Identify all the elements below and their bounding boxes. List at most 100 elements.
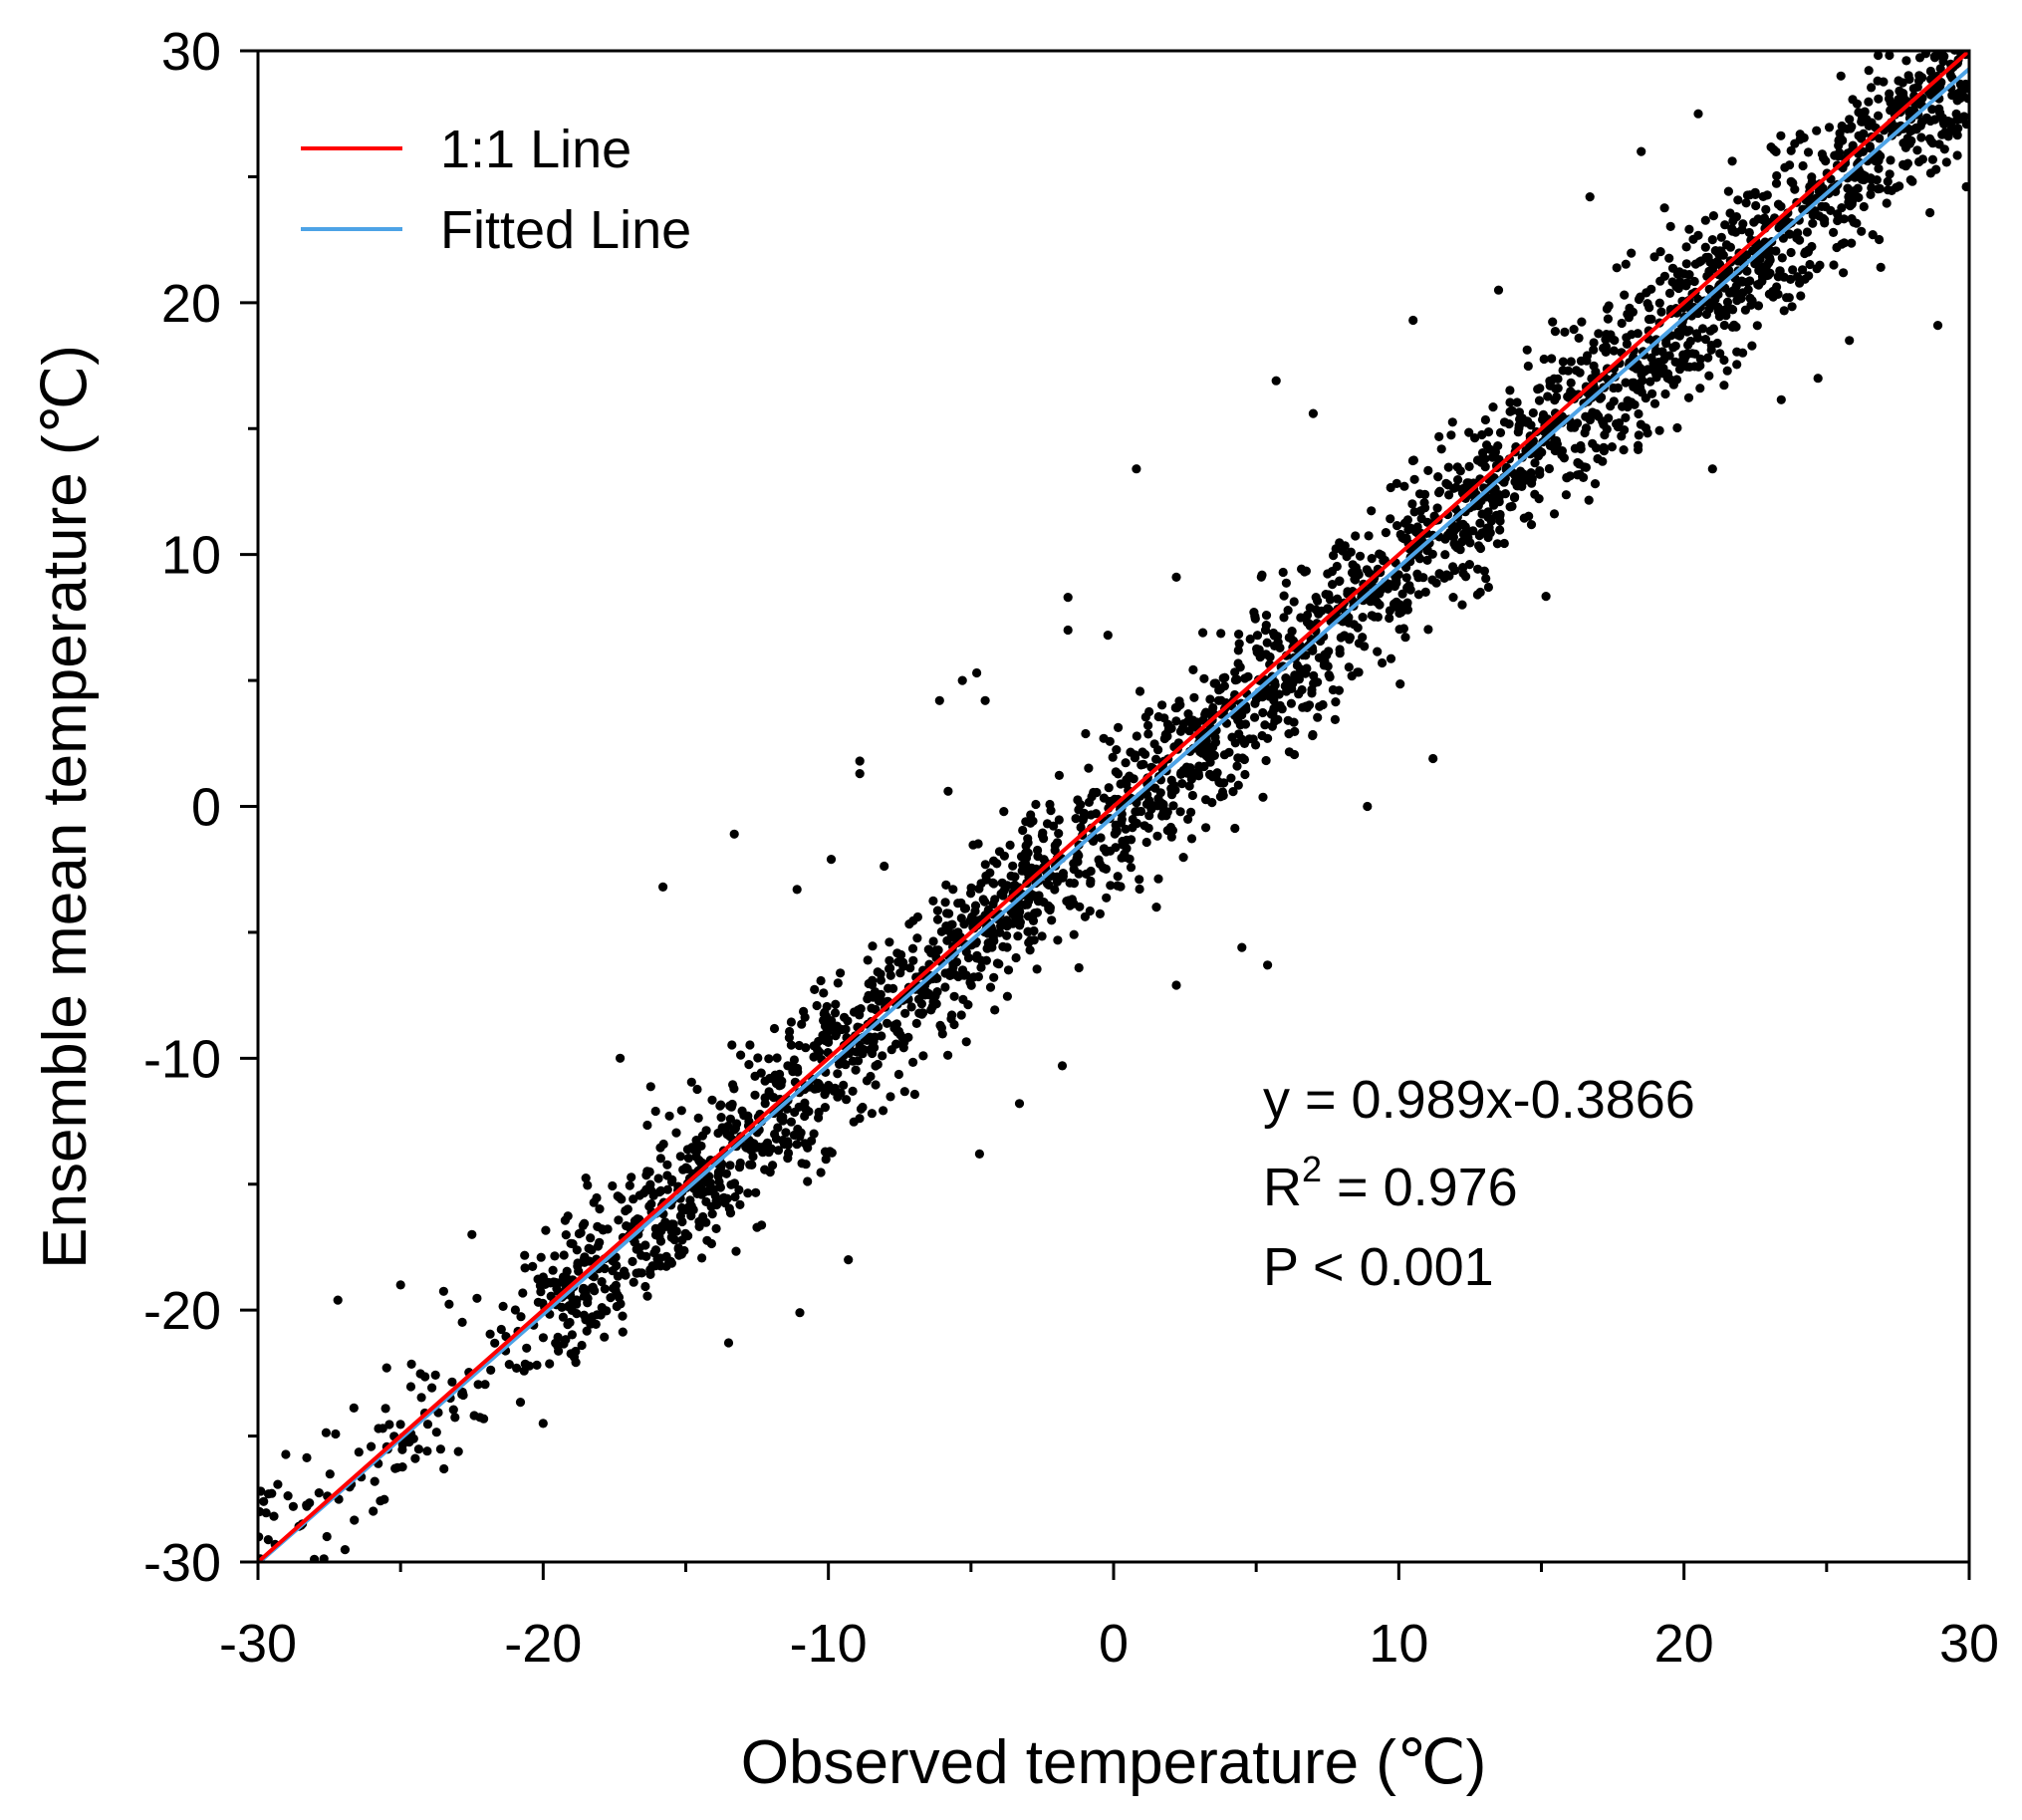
data-point (1912, 145, 1922, 155)
data-point (752, 1222, 762, 1232)
data-point (1002, 930, 1012, 940)
data-point (1935, 108, 1945, 118)
data-point-outlier (467, 1229, 477, 1239)
data-point (1507, 501, 1517, 511)
data-point (989, 972, 999, 982)
data-point (588, 1312, 598, 1322)
data-point (883, 1018, 892, 1028)
data-point (918, 1051, 928, 1061)
data-point (1034, 891, 1044, 901)
data-point (841, 1024, 851, 1034)
data-point (1351, 531, 1361, 541)
data-point (1526, 520, 1537, 530)
data-point (1233, 780, 1243, 790)
data-point (753, 1053, 763, 1063)
data-point (1683, 340, 1693, 350)
data-point (1443, 530, 1453, 540)
data-point (486, 1365, 496, 1375)
data-point (824, 1037, 834, 1047)
data-point-outlier (972, 667, 982, 678)
data-point (1720, 305, 1730, 315)
data-point (1138, 759, 1148, 769)
data-point (1577, 317, 1587, 327)
data-point (435, 1444, 445, 1454)
data-point (831, 999, 841, 1009)
data-point (940, 982, 950, 992)
data-point (1561, 490, 1571, 500)
data-point (768, 1161, 778, 1170)
data-point (1084, 797, 1094, 808)
data-point (1002, 991, 1013, 1001)
data-point (1618, 401, 1628, 411)
data-point (927, 1002, 937, 1012)
data-point (1219, 778, 1229, 788)
data-point (1638, 376, 1647, 386)
data-point (1433, 472, 1443, 482)
data-point (580, 1287, 590, 1297)
data-point (1622, 339, 1632, 349)
data-point (719, 1125, 729, 1135)
data-point (331, 1429, 341, 1439)
data-point (1747, 296, 1757, 306)
data-point (876, 975, 886, 985)
data-point (1856, 131, 1866, 141)
data-point (1373, 612, 1383, 623)
data-point (1160, 729, 1170, 740)
data-point (408, 1433, 418, 1443)
data-point (1891, 102, 1900, 112)
data-point (1697, 324, 1708, 334)
data-point (1644, 303, 1654, 313)
y-tick-label: -20 (143, 1281, 221, 1341)
data-point (1290, 670, 1300, 680)
data-point (957, 965, 968, 975)
data-point-outlier (795, 1308, 805, 1318)
data-point (1696, 256, 1706, 266)
data-point (1480, 462, 1490, 472)
data-point (310, 1554, 320, 1562)
data-point-outlier (1363, 801, 1373, 812)
data-point (1423, 625, 1433, 635)
data-point (833, 1092, 843, 1102)
data-point (1705, 326, 1715, 336)
data-point (1559, 453, 1569, 463)
data-point (1807, 172, 1817, 182)
data-point-outlier (1585, 192, 1595, 202)
data-point (970, 901, 981, 910)
data-point (1492, 539, 1502, 549)
data-point (1719, 355, 1729, 366)
data-point (559, 1278, 570, 1288)
data-point (1110, 829, 1120, 839)
data-point (1054, 770, 1064, 781)
data-point (1940, 128, 1950, 137)
data-point (874, 996, 885, 1006)
data-point (618, 1327, 628, 1337)
data-point (1313, 677, 1323, 687)
data-point (1695, 354, 1705, 364)
data-point (730, 1191, 740, 1202)
legend-label-1-1-line: 1:1 Line (440, 120, 632, 179)
data-point (1646, 314, 1656, 324)
data-point (1779, 306, 1789, 316)
data-point (1232, 761, 1242, 771)
data-point (457, 1317, 467, 1327)
data-point (1144, 706, 1154, 717)
data-point (1444, 571, 1454, 581)
data-point (1787, 302, 1797, 312)
data-point (572, 1295, 582, 1305)
data-point (893, 1069, 904, 1080)
data-point (1177, 779, 1187, 789)
data-point (1790, 184, 1800, 194)
data-point (1351, 563, 1361, 573)
data-point (661, 1261, 671, 1271)
data-point (1528, 407, 1538, 418)
data-point (911, 1018, 921, 1028)
data-point (1548, 317, 1558, 327)
data-point (1895, 181, 1904, 191)
data-point (776, 1080, 786, 1090)
data-point (1188, 664, 1198, 675)
data-point (1904, 106, 1914, 116)
data-point (1636, 292, 1645, 302)
data-point (1375, 589, 1385, 599)
data-point (1234, 639, 1244, 649)
data-point (625, 1180, 634, 1190)
